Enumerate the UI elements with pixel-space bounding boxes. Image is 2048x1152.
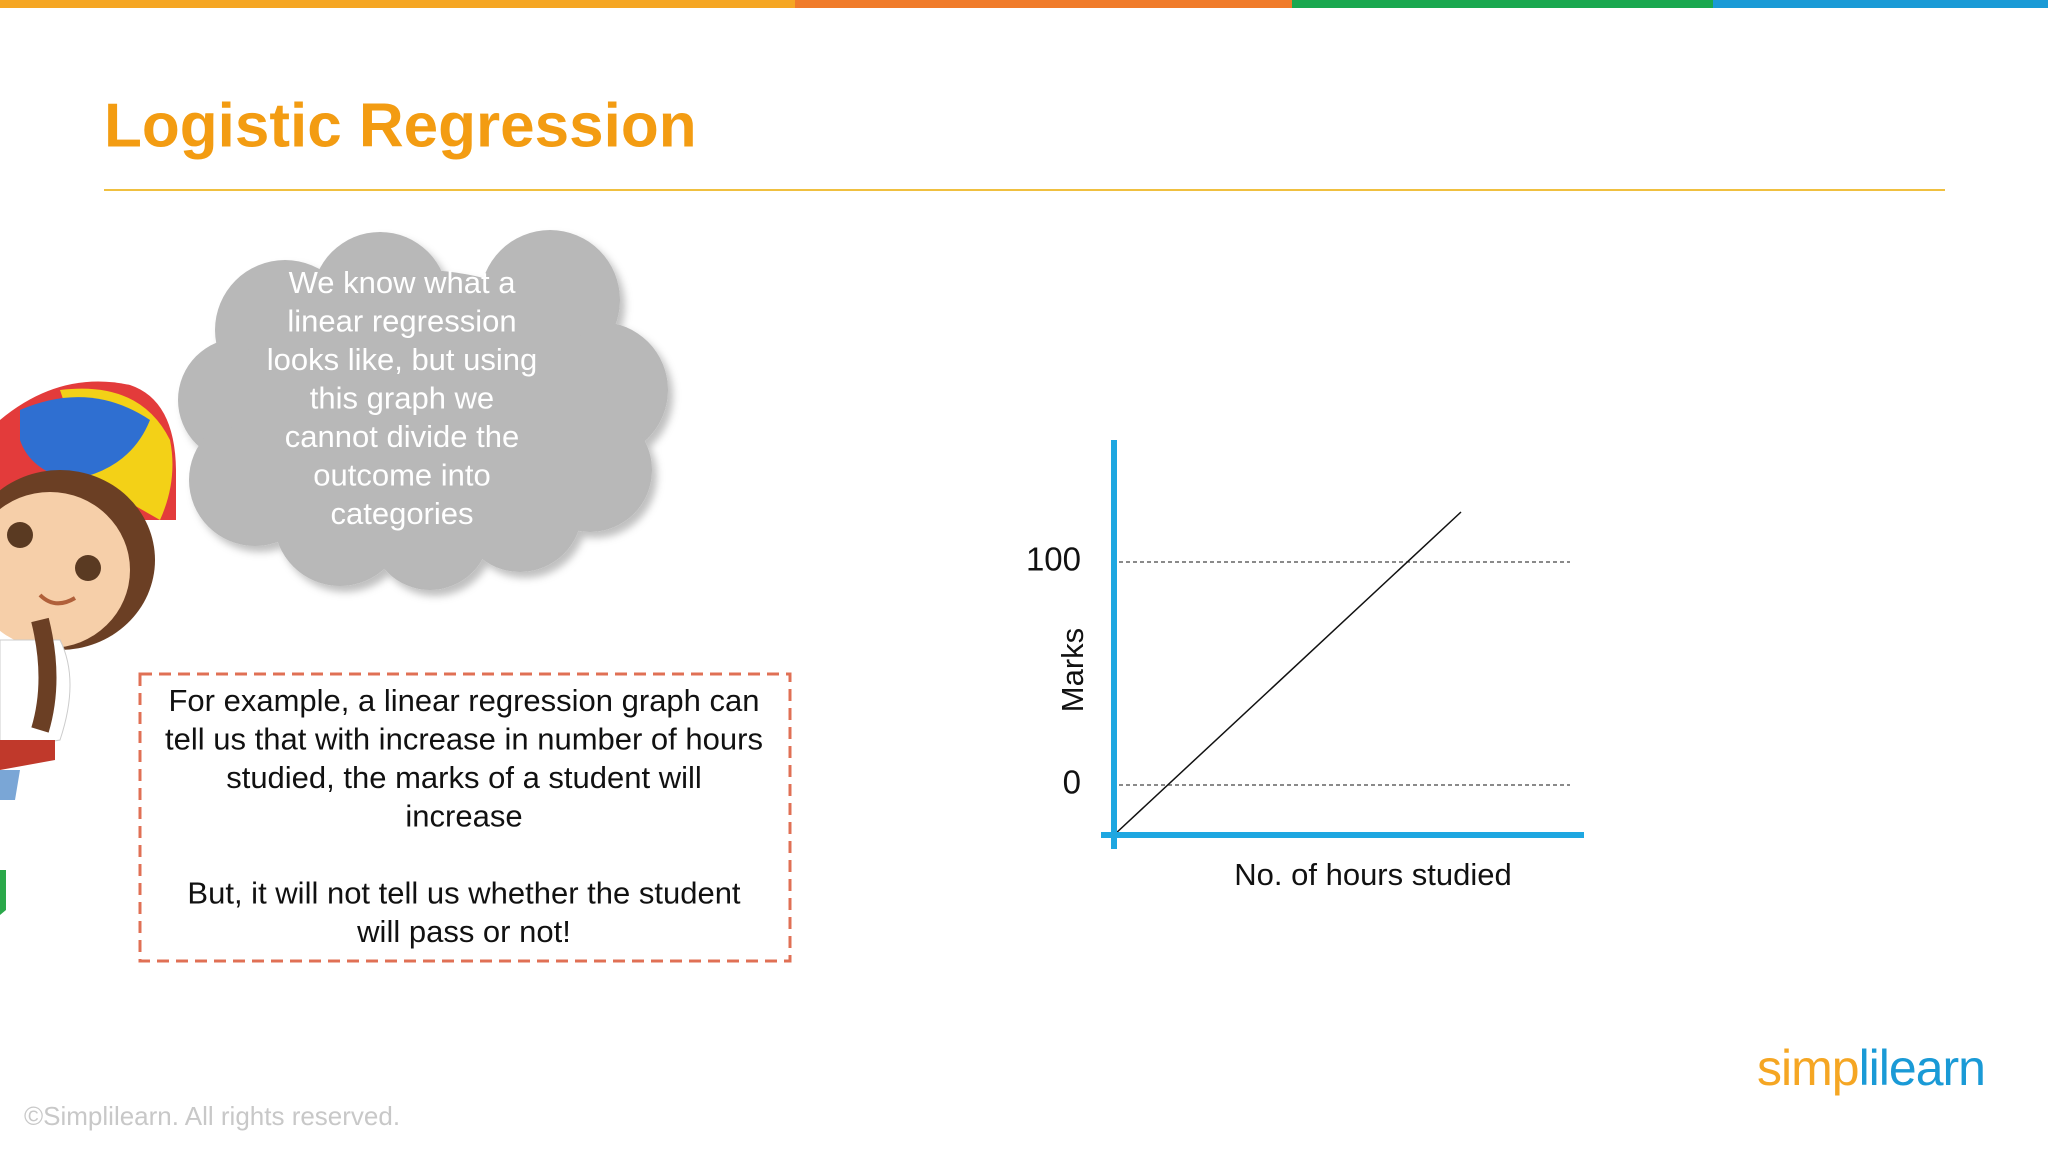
note-line: increase	[405, 799, 522, 834]
cloud-line: outcome into	[313, 458, 491, 493]
regression-line	[1113, 511, 1462, 836]
cloud-line: We know what a	[289, 265, 517, 300]
top-bar	[0, 0, 795, 8]
note-box	[138, 672, 792, 963]
cloud-line: this graph we	[310, 381, 494, 416]
top-bar	[1292, 0, 1713, 8]
x-axis-label: No. of hours studied	[1234, 857, 1511, 892]
thought-cloud	[178, 230, 668, 590]
note-text: For example, a linear regression graph c…	[165, 683, 763, 949]
top-bar	[1713, 0, 2048, 8]
note-line: will pass or not!	[356, 914, 571, 949]
top-bar	[795, 0, 1292, 8]
y-axis-label: Marks	[1055, 628, 1090, 712]
girl-illustration	[0, 381, 176, 915]
copyright: ©Simplilearn. All rights reserved.	[24, 1101, 400, 1131]
cloud-line: linear regression	[287, 304, 516, 339]
note-line: studied, the marks of a student will	[226, 760, 702, 795]
y-tick-label: 0	[1063, 764, 1081, 801]
cloud-line: looks like, but using	[267, 342, 538, 377]
cloud-line: cannot divide the	[285, 419, 519, 454]
note-line: tell us that with increase in number of …	[165, 722, 763, 757]
note-line: For example, a linear regression graph c…	[168, 683, 759, 718]
note-line: But, it will not tell us whether the stu…	[187, 876, 741, 911]
y-tick-label: 100	[1026, 541, 1081, 578]
logo: simplilearn	[1757, 1040, 1985, 1096]
cloud-line: categories	[330, 496, 473, 531]
slide-title: Logistic Regression	[104, 91, 697, 160]
graph: 100 0 Marks No. of hours studied	[1026, 440, 1584, 892]
